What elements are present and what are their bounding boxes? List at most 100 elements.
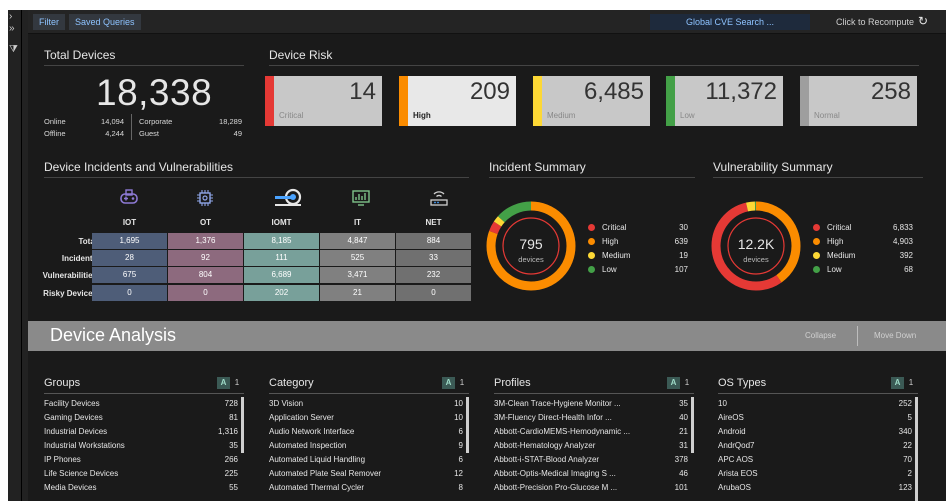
list-item[interactable]: Facility Devices 728 bbox=[44, 397, 238, 411]
table-cell[interactable]: 675 bbox=[92, 267, 167, 283]
table-cell[interactable]: 1,376 bbox=[168, 233, 243, 249]
risk-card-high[interactable]: 209 High bbox=[399, 76, 516, 126]
list-item[interactable]: Arista EOS 2 bbox=[718, 467, 912, 481]
table-cell[interactable]: 0 bbox=[396, 285, 471, 301]
list-item[interactable]: Android 340 bbox=[718, 425, 912, 439]
groups-sort-count-button[interactable]: 1 bbox=[234, 378, 240, 387]
profiles-scrollbar[interactable] bbox=[691, 397, 694, 453]
double-chevron-right-icon[interactable]: » bbox=[9, 23, 15, 34]
critical-dot-icon bbox=[813, 224, 820, 231]
refresh-icon[interactable]: ↻ bbox=[918, 14, 929, 28]
list-item[interactable]: Abbott-Precision Pro-Glucose M ... 101 bbox=[494, 481, 688, 495]
table-cell[interactable]: 0 bbox=[168, 285, 243, 301]
table-cell[interactable]: 804 bbox=[168, 267, 243, 283]
donut-center-ring bbox=[502, 217, 560, 275]
risk-card-value: 11,372 bbox=[705, 78, 777, 105]
list-item[interactable]: Automated Liquid Handling 6 bbox=[269, 453, 463, 467]
table-cell[interactable]: 0 bbox=[92, 285, 167, 301]
category-scrollbar[interactable] bbox=[466, 397, 469, 453]
list-item[interactable]: IP Phones 266 bbox=[44, 453, 238, 467]
table-cell[interactable]: 92 bbox=[168, 250, 243, 266]
recompute-button[interactable]: Click to Recompute bbox=[836, 17, 915, 27]
list-item-value: 378 bbox=[674, 455, 688, 464]
os-types-sort-alpha-button[interactable]: A bbox=[891, 377, 904, 389]
legend-item-medium[interactable]: Medium 19 bbox=[588, 251, 688, 261]
list-item[interactable]: Media Devices 55 bbox=[44, 481, 238, 495]
legend-item-critical[interactable]: Critical 6,833 bbox=[813, 223, 913, 233]
list-item[interactable]: Application Server 10 bbox=[269, 411, 463, 425]
risk-card-color-bar bbox=[265, 76, 274, 126]
table-cell[interactable]: 111 bbox=[244, 250, 319, 266]
list-item[interactable]: Gaming Devices 81 bbox=[44, 411, 238, 425]
list-item[interactable]: Life Science Devices 225 bbox=[44, 467, 238, 481]
list-item[interactable]: Automated Thermal Cycler 8 bbox=[269, 481, 463, 495]
table-cell[interactable]: 8,185 bbox=[244, 233, 319, 249]
legend-item-medium[interactable]: Medium 392 bbox=[813, 251, 913, 261]
legend-item-high[interactable]: High 639 bbox=[588, 237, 688, 247]
risk-card-critical[interactable]: 14 Critical bbox=[265, 76, 382, 126]
table-cell[interactable]: 232 bbox=[396, 267, 471, 283]
list-item[interactable]: AndrQod7 22 bbox=[718, 439, 912, 453]
row-label-vulnerabilities: Vulnerabilities bbox=[42, 271, 97, 280]
table-cell[interactable]: 33 bbox=[396, 250, 471, 266]
risk-card-low[interactable]: 11,372 Low bbox=[666, 76, 783, 126]
legend-item-low[interactable]: Low 107 bbox=[588, 265, 688, 275]
list-item[interactable]: 3M-Clean Trace-Hygiene Monitor ... 35 bbox=[494, 397, 688, 411]
table-cell[interactable]: 4,847 bbox=[320, 233, 395, 249]
list-item-value: 6 bbox=[458, 427, 463, 436]
category-sort-alpha-button[interactable]: A bbox=[442, 377, 455, 389]
table-cell[interactable]: 21 bbox=[320, 285, 395, 301]
list-item[interactable]: 3D Vision 10 bbox=[269, 397, 463, 411]
list-item-name: Automated Plate Seal Remover bbox=[269, 469, 382, 478]
table-cell[interactable]: 884 bbox=[396, 233, 471, 249]
table-cell[interactable]: 525 bbox=[320, 250, 395, 266]
list-item-value: 21 bbox=[679, 427, 688, 436]
donut-slice-low[interactable] bbox=[486, 201, 576, 291]
list-item[interactable]: AireOS 5 bbox=[718, 411, 912, 425]
risk-card-medium[interactable]: 6,485 Medium bbox=[533, 76, 650, 126]
list-item[interactable]: Abbott-Hematology Analyzer 31 bbox=[494, 439, 688, 453]
move-down-button[interactable]: Move Down bbox=[874, 331, 917, 340]
chevron-right-icon[interactable]: › bbox=[9, 11, 13, 22]
device-analysis-header: Device Analysis Collapse Move Down bbox=[28, 321, 946, 351]
os-types-sort-count-button[interactable]: 1 bbox=[908, 378, 914, 387]
filter-button[interactable]: Filter bbox=[33, 14, 65, 30]
table-cell[interactable]: 28 bbox=[92, 250, 167, 266]
legend-item-high[interactable]: High 4,903 bbox=[813, 237, 913, 247]
list-item[interactable]: Automated Inspection 9 bbox=[269, 439, 463, 453]
profiles-sort-alpha-button[interactable]: A bbox=[667, 377, 680, 389]
saved-queries-button[interactable]: Saved Queries bbox=[69, 14, 141, 30]
global-cve-search-input[interactable]: Global CVE Search ... bbox=[650, 14, 810, 30]
category-sort-count-button[interactable]: 1 bbox=[459, 378, 465, 387]
list-item-value: 225 bbox=[224, 469, 238, 478]
filter-funnel-icon[interactable]: ⧩ bbox=[9, 44, 18, 55]
row-label-incidents: Incidents bbox=[61, 254, 97, 263]
groups-sort-alpha-button[interactable]: A bbox=[217, 377, 230, 389]
table-cell[interactable]: 202 bbox=[244, 285, 319, 301]
list-item[interactable]: Audio Network Interface 6 bbox=[269, 425, 463, 439]
groups-scrollbar[interactable] bbox=[241, 397, 244, 453]
list-item[interactable]: Abbott-Optis-Medical Imaging S ... 46 bbox=[494, 467, 688, 481]
table-cell[interactable]: 1,695 bbox=[92, 233, 167, 249]
profiles-sort-count-button[interactable]: 1 bbox=[684, 378, 690, 387]
list-item-name: Abbott-Optis-Medical Imaging S ... bbox=[494, 469, 616, 478]
os-types-scrollbar[interactable] bbox=[915, 397, 918, 501]
list-item[interactable]: APC AOS 70 bbox=[718, 453, 912, 467]
list-item[interactable]: Abbott-CardioMEMS-Hemodynamic ... 21 bbox=[494, 425, 688, 439]
donut-slice-critical[interactable] bbox=[711, 201, 801, 291]
list-item[interactable]: 3M-Fluency Direct-Health Infor ... 40 bbox=[494, 411, 688, 425]
risk-card-normal[interactable]: 258 Normal bbox=[800, 76, 917, 126]
list-item[interactable]: Abbott-i-STAT-Blood Analyzer 378 bbox=[494, 453, 688, 467]
table-cell[interactable]: 6,689 bbox=[244, 267, 319, 283]
list-item[interactable]: Industrial Workstations 35 bbox=[44, 439, 238, 453]
table-cell[interactable]: 3,471 bbox=[320, 267, 395, 283]
list-item[interactable]: Industrial Devices 1,316 bbox=[44, 425, 238, 439]
legend-item-low[interactable]: Low 68 bbox=[813, 265, 913, 275]
legend-item-critical[interactable]: Critical 30 bbox=[588, 223, 688, 233]
donut-slice-low[interactable] bbox=[711, 201, 801, 291]
collapse-button[interactable]: Collapse bbox=[805, 331, 837, 340]
list-item[interactable]: Automated Plate Seal Remover 12 bbox=[269, 467, 463, 481]
low-dot-icon bbox=[813, 266, 820, 273]
list-item[interactable]: 10 252 bbox=[718, 397, 912, 411]
list-item[interactable]: ArubaOS 123 bbox=[718, 481, 912, 495]
